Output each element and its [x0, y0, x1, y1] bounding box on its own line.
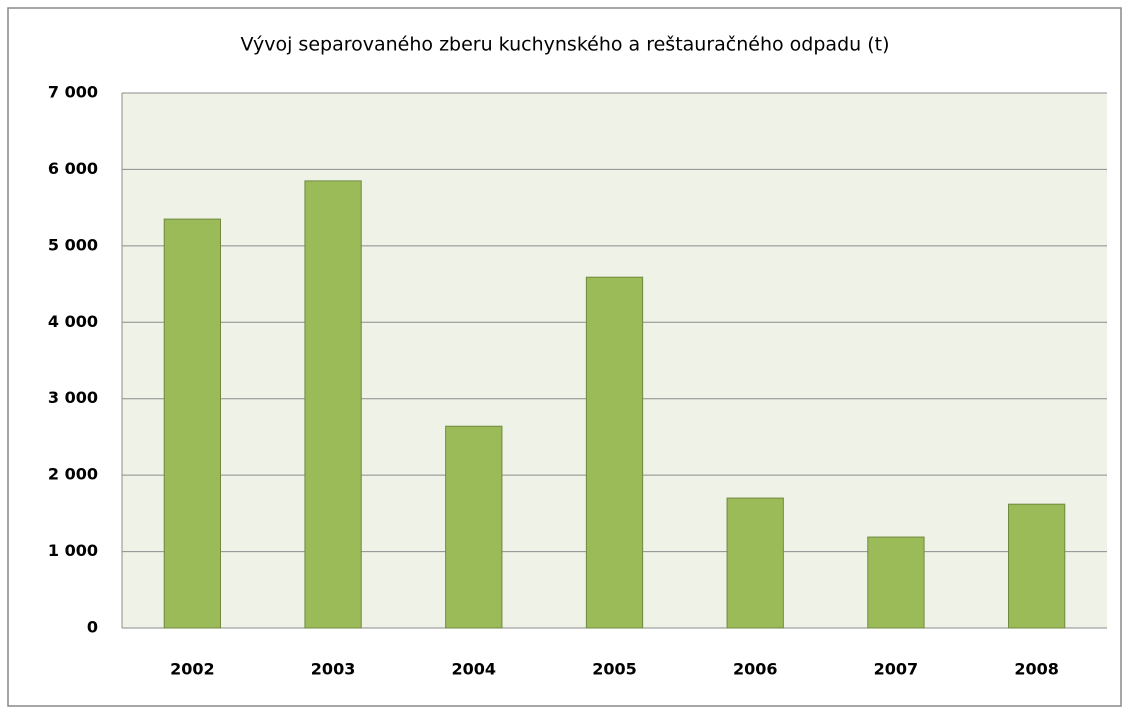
x-tick-label: 2004: [452, 660, 497, 679]
y-tick-label: 2 000: [48, 465, 98, 484]
x-tick-label: 2003: [311, 660, 356, 679]
x-tick-label: 2008: [1014, 660, 1059, 679]
bar: [726, 497, 784, 629]
y-tick-label: 3 000: [48, 388, 98, 407]
bar: [445, 425, 503, 629]
bar: [304, 180, 362, 629]
bar: [163, 218, 221, 629]
bar: [585, 276, 644, 629]
chart-title: Vývoj separovaného zberu kuchynského a r…: [241, 34, 890, 56]
y-tick-label: 0: [87, 618, 98, 637]
y-tick-label: 6 000: [48, 159, 98, 178]
bar: [867, 536, 925, 629]
y-tick-label: 5 000: [48, 235, 98, 254]
x-tick-label: 2002: [170, 660, 215, 679]
x-tick-label: 2007: [874, 660, 919, 679]
x-tick-label: 2006: [733, 660, 778, 679]
bar: [1008, 503, 1066, 629]
x-tick-label: 2005: [592, 660, 637, 679]
y-tick-label: 7 000: [48, 83, 98, 102]
y-tick-label: 4 000: [48, 312, 98, 331]
y-tick-label: 1 000: [48, 541, 98, 560]
